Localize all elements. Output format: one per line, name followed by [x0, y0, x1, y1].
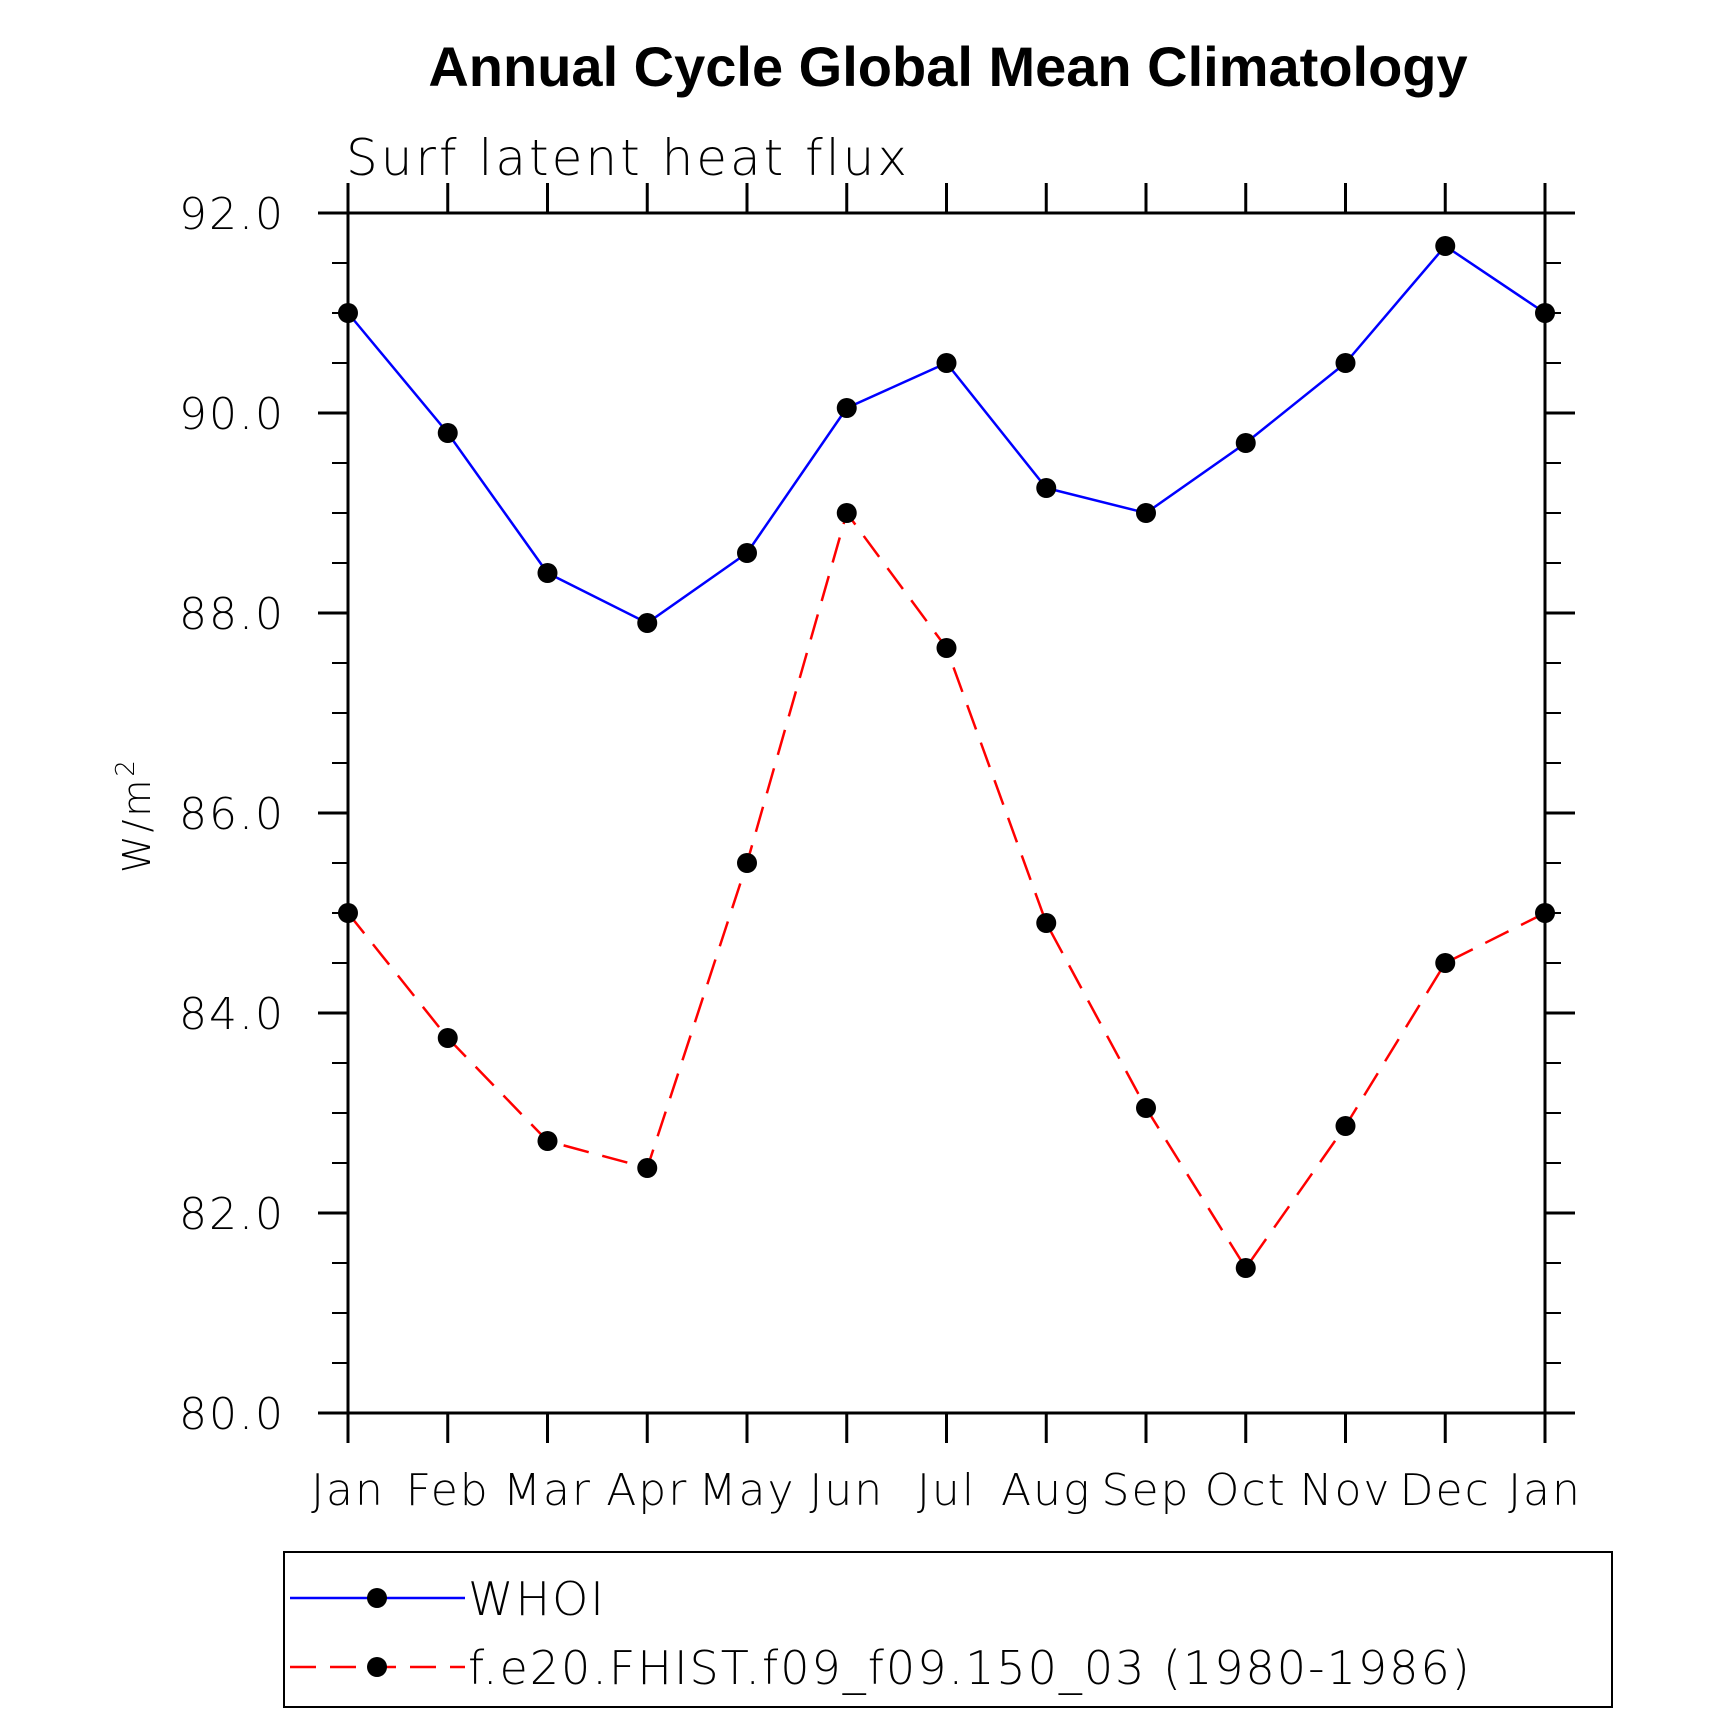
y-tick-label: 86.0 [179, 789, 285, 840]
chart-title: Annual Cycle Global Mean Climatology [428, 35, 1467, 98]
legend-label-1: WHOI [468, 1572, 606, 1626]
x-tick-label: Jul [917, 1465, 976, 1516]
y-axis-label-text: W/m [115, 777, 159, 873]
y-tick-label: 90.0 [179, 389, 285, 440]
x-tick-label: Dec [1400, 1465, 1491, 1516]
y-tick-label: 82.0 [179, 1189, 285, 1240]
series-1-point [338, 303, 358, 323]
plot-frame [346, 211, 1547, 1415]
plot-border [346, 211, 1547, 1415]
series-2-point [1235, 1258, 1256, 1278]
series-2-point [1136, 1098, 1156, 1118]
chart-subtitle: Surf latent heat flux [346, 129, 910, 187]
series-1-point [1136, 503, 1156, 523]
series-layer [338, 236, 1555, 1278]
legend-marker-2 [367, 1657, 387, 1677]
x-tick-label: Jan [1508, 1465, 1582, 1516]
series-1-point [637, 613, 658, 633]
series-1-point [537, 563, 558, 583]
y-tick-label: 92.0 [179, 189, 285, 240]
series-2-point [537, 1131, 558, 1151]
series-1-point [1535, 303, 1555, 323]
x-tick-label: Aug [1001, 1465, 1091, 1516]
y-tick-label: 80.0 [179, 1389, 285, 1440]
legend: WHOI f.e20.FHIST.f09_f09.150_03 (1980-198… [283, 1551, 1613, 1708]
y-tick-label: 88.0 [179, 589, 285, 640]
series-1-point [836, 398, 857, 418]
series-1-point [437, 423, 458, 443]
series-1-point [1235, 433, 1256, 453]
series-2-point [1535, 903, 1555, 923]
x-tick-label: Nov [1300, 1465, 1392, 1516]
x-tick-label: Sep [1102, 1465, 1191, 1516]
series-2-point [437, 1028, 458, 1048]
series-2-point [338, 903, 358, 923]
x-tick-label: Apr [606, 1465, 688, 1516]
series-1-point [936, 353, 957, 373]
x-tick-label: Jan [311, 1465, 385, 1516]
y-tick-label: 84.0 [179, 989, 285, 1040]
x-axis-ticks: Jan Feb Mar Apr May Jun Jul Aug Sep Oct Nov Dec Jan [311, 183, 1582, 1516]
series-2-point [1036, 913, 1057, 933]
series-line-1 [347, 244, 1546, 625]
x-tick-label: Oct [1205, 1465, 1287, 1516]
legend-box [283, 1551, 1613, 1708]
x-tick-label: May [699, 1465, 796, 1516]
legend-label-2: f.e20.FHIST.f09_f09.150_03 (1980-1986) [468, 1641, 1472, 1695]
y-axis-label-superscript: 2 [111, 757, 141, 777]
series-1-point [1036, 478, 1057, 498]
series-1-point [1435, 236, 1456, 256]
x-tick-label: Feb [406, 1465, 490, 1516]
x-tick-label: Mar [503, 1465, 592, 1516]
legend-marker-1 [367, 1588, 387, 1608]
series-2-point [1435, 953, 1456, 973]
series-line-2 [347, 510, 1546, 1271]
series-2-point [936, 638, 957, 658]
y-axis-ticks: 80.0 82.0 84.0 86.0 88.0 90.0 92.0 [179, 189, 1575, 1440]
y-axis-label: W/m2 [111, 757, 159, 873]
series-2-point [737, 853, 757, 873]
series-1-point [737, 543, 757, 563]
series-2-point [637, 1158, 658, 1178]
series-2-point [1335, 1116, 1356, 1136]
series-2-point [836, 503, 857, 523]
series-1-point [1335, 353, 1356, 373]
x-tick-label: Jun [809, 1465, 884, 1516]
